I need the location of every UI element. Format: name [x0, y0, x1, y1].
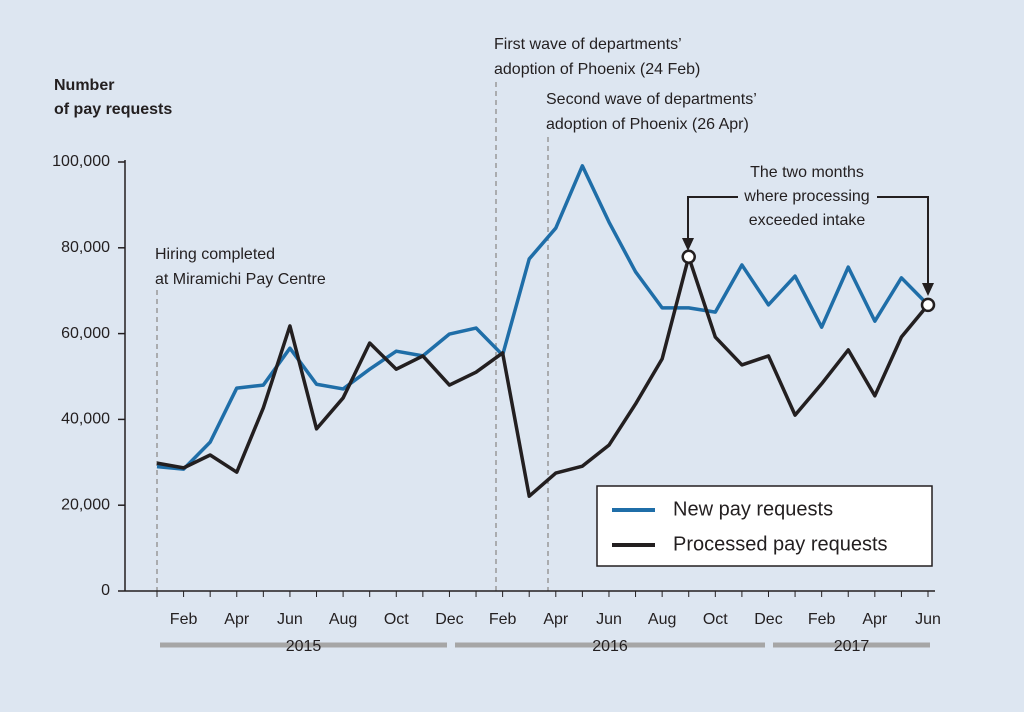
- arrow: [877, 196, 929, 285]
- annotation: at Miramichi Pay Centre: [155, 271, 326, 288]
- x-tick-label: Apr: [862, 611, 888, 628]
- x-tick-label: Feb: [808, 611, 836, 628]
- annotation: The two months: [750, 164, 864, 181]
- x-tick-label: Jun: [277, 611, 303, 628]
- highlight-marker: [920, 297, 936, 313]
- y-tick-label: 0: [101, 582, 110, 599]
- x-tick-label: Apr: [224, 611, 250, 628]
- y-axis-label: Number: [54, 77, 114, 94]
- plot: [156, 164, 936, 498]
- x-tick-label: Oct: [384, 611, 409, 628]
- x-tick-label: Aug: [329, 611, 357, 628]
- series-line: [156, 255, 930, 498]
- arrow: [687, 196, 738, 240]
- x-tick-label: Apr: [543, 611, 569, 628]
- annotation: Second wave of departments’: [546, 91, 757, 108]
- x-tick-label: Jun: [915, 611, 941, 628]
- series-line: [156, 164, 930, 471]
- arrow-head: [922, 283, 934, 296]
- annotation: Hiring completed: [155, 246, 275, 263]
- legend-label: New pay requests: [673, 498, 833, 520]
- x-tick-label: Aug: [648, 611, 676, 628]
- y-tick-label: 20,000: [61, 496, 110, 513]
- y-tick-label: 40,000: [61, 411, 110, 428]
- x-tick-label: Dec: [754, 611, 782, 628]
- legend-entries: New pay requests Processed pay requests: [612, 498, 888, 555]
- annotation: adoption of Phoenix (24 Feb): [494, 61, 700, 78]
- arrow-head: [682, 238, 694, 251]
- year-label: 2015: [286, 638, 322, 655]
- y-tick-label: 60,000: [61, 325, 110, 342]
- y-tick-label: 100,000: [52, 153, 110, 170]
- year-label: 2016: [592, 638, 628, 655]
- x-tick-label: Feb: [170, 611, 198, 628]
- x-tick-label: Jun: [596, 611, 622, 628]
- legend: [596, 485, 933, 567]
- annotation: where processing: [743, 188, 869, 205]
- y-tick-label: 80,000: [61, 239, 110, 256]
- y-axis-label: of pay requests: [54, 101, 172, 118]
- annotation: adoption of Phoenix (26 Apr): [546, 116, 749, 133]
- x-tick-label: Feb: [489, 611, 517, 628]
- legend-label: Processed pay requests: [673, 533, 888, 555]
- annotation: exceeded intake: [749, 212, 866, 229]
- year-label: 2017: [834, 638, 870, 655]
- annotation: First wave of departments’: [494, 36, 682, 53]
- x-tick-label: Oct: [703, 611, 728, 628]
- x-tick-label: Dec: [435, 611, 463, 628]
- highlight-marker: [681, 249, 696, 265]
